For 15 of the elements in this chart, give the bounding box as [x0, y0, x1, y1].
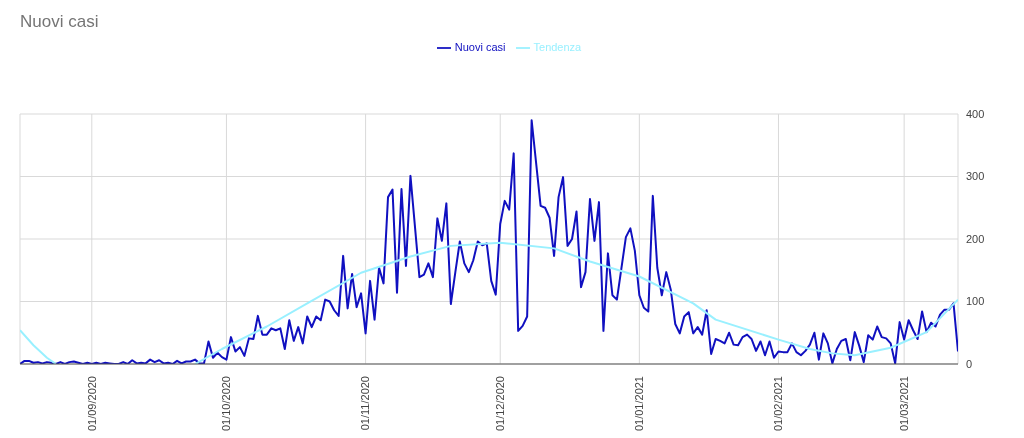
y-tick-label: 0: [966, 357, 973, 370]
y-tick-label: 300: [966, 170, 985, 183]
x-tick-label: 01/11/2020: [359, 376, 372, 431]
x-tick-label: 01/09/2020: [85, 376, 98, 432]
x-tick-label: 01/02/2021: [772, 376, 785, 432]
y-tick-label: 100: [966, 295, 985, 308]
y-tick-label: 200: [966, 232, 985, 245]
y-tick-label: 400: [966, 107, 985, 120]
x-tick-label: 01/03/2021: [897, 376, 910, 432]
legend-label: Nuovi casi: [454, 41, 506, 53]
x-tick-label: 01/01/2021: [633, 376, 646, 432]
x-tick-label: 01/10/2020: [220, 376, 233, 432]
chart-title: Nuovi casi: [19, 11, 100, 33]
legend-label: Tendenza: [533, 41, 582, 53]
x-tick-label: 01/12/2020: [494, 376, 507, 432]
